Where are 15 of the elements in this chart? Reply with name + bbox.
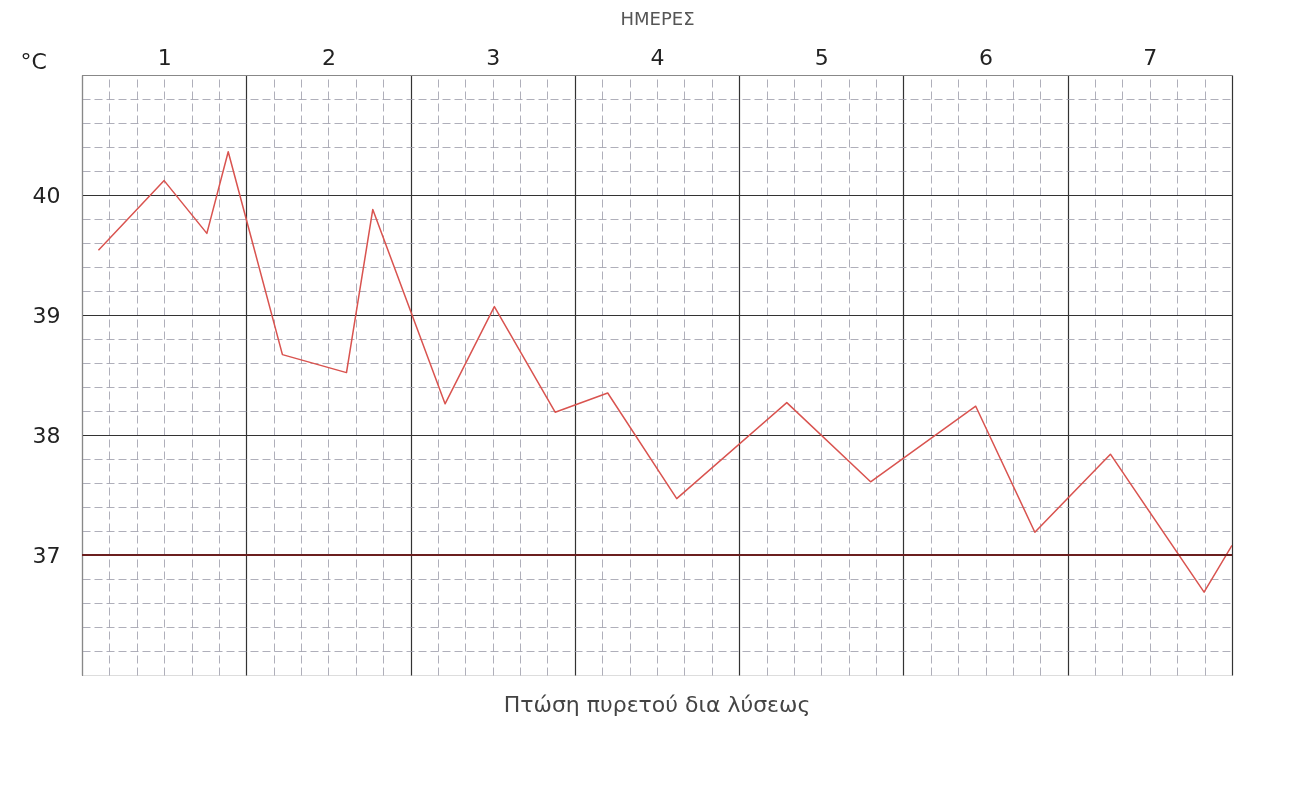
- x-tick-label: 1: [157, 44, 172, 70]
- y-tick-label: 38: [32, 422, 61, 448]
- y-tick-label: 39: [32, 302, 61, 328]
- y-tick-label: 40: [32, 182, 61, 208]
- y-axis-title: °C: [20, 48, 47, 74]
- x-tick-label: 4: [650, 44, 665, 70]
- x-tick-label: 5: [814, 44, 829, 70]
- x-tick-label: 6: [979, 44, 994, 70]
- x-axis-title: ΗΜΕΡΕΣ: [620, 7, 695, 29]
- text: Πτώση πυρετού δια λύσεως: [503, 692, 811, 717]
- x-tick-label: 3: [486, 44, 501, 70]
- line-series: [97, 151, 1232, 593]
- x-tick-label: 2: [321, 44, 336, 70]
- y-tick-label: 37: [32, 542, 61, 568]
- x-tick-label: 7: [1143, 44, 1158, 70]
